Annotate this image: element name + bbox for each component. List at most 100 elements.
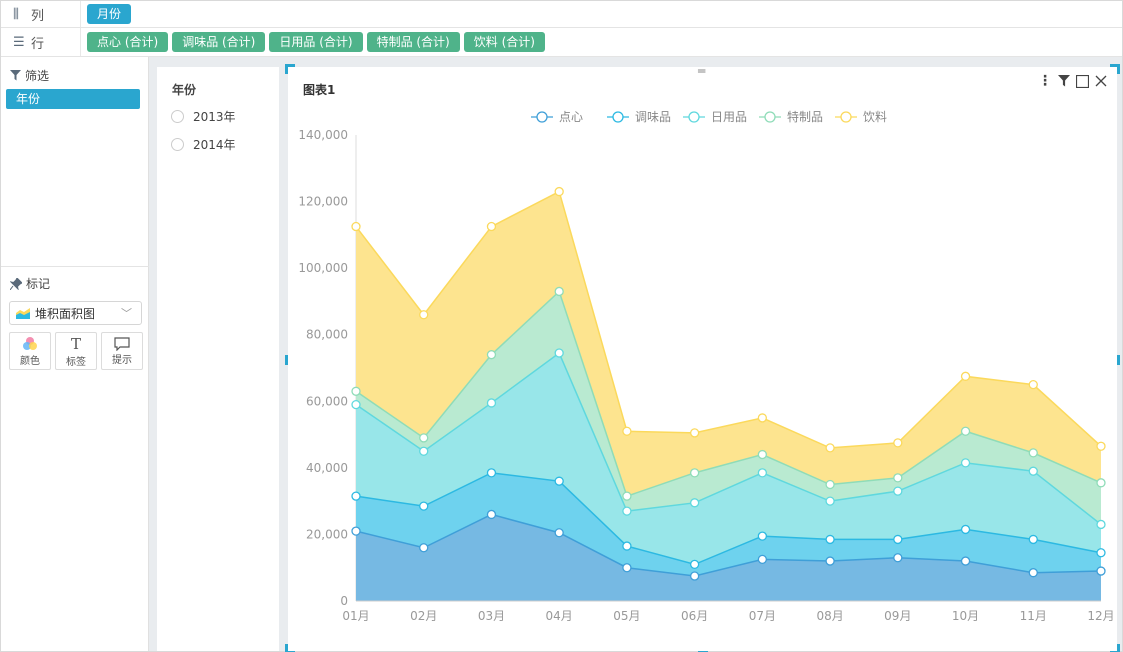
data-point-日用品 (1028, 466, 1038, 476)
data-point-调味品 (1096, 548, 1106, 558)
divider (1, 266, 149, 267)
data-point-调味品 (351, 491, 361, 501)
marks-title: 标记 (26, 277, 51, 291)
x-tick-label: 04月 (546, 609, 573, 623)
filter-field-year[interactable]: 年份 (6, 89, 140, 109)
data-point-日用品 (486, 398, 497, 408)
text-icon: T (70, 334, 81, 353)
year-option-2014[interactable]: 2014年 (171, 136, 236, 153)
resize-handle-right[interactable] (1117, 355, 1120, 365)
data-point-饮料 (622, 426, 632, 436)
data-point-日用品 (1096, 519, 1106, 530)
data-point-饮料 (554, 186, 564, 197)
data-point-点心 (825, 556, 835, 566)
maximize-icon[interactable] (1076, 74, 1089, 88)
x-tick-label: 05月 (613, 609, 640, 623)
label-mark-label: 标签 (66, 356, 86, 368)
filter-section-title: 筛选 (10, 67, 49, 84)
data-point-饮料 (1096, 441, 1106, 451)
data-point-调味品 (757, 531, 768, 541)
data-point-调味品 (825, 534, 835, 545)
y-tick-label: 140,000 (298, 128, 348, 142)
stacked-area-chart[interactable]: 0 20,000 40,000 60,000 80,000 100,000 120,000 1… (288, 67, 1117, 651)
data-point-点心 (622, 563, 632, 573)
legend-label: 点心 (559, 110, 583, 124)
data-point-特制品 (1096, 478, 1106, 488)
row-field-specialties[interactable]: 特制品 (合计) (366, 32, 460, 52)
area-饮料 (356, 191, 1101, 497)
area-日用品 (356, 353, 1101, 565)
data-point-特制品 (757, 449, 768, 460)
resize-handle-top-right[interactable] (1110, 64, 1120, 74)
data-point-特制品 (351, 386, 361, 396)
data-point-调味品 (689, 559, 700, 570)
data-point-日用品 (757, 468, 768, 478)
data-point-调味品 (893, 534, 903, 545)
legend-label: 饮料 (863, 110, 887, 124)
row-field-daily-goods[interactable]: 日用品 (合计) (269, 32, 363, 52)
y-tick-label: 40,000 (306, 461, 348, 475)
year-option-label: 2013年 (193, 110, 236, 124)
row-shelf-header: ☰ 行 (1, 28, 81, 56)
left-panel: 筛选 年份 标记 堆积面积图 ﹀ (1, 57, 149, 651)
resize-handle-left[interactable] (285, 355, 288, 365)
color-mark-button[interactable]: 颜色 (9, 332, 51, 370)
filter-icon (10, 70, 21, 81)
data-point-特制品 (554, 286, 564, 297)
row-shelf-label: 行 (31, 36, 45, 52)
chart-type-select[interactable]: 堆积面积图 ﹀ (9, 301, 142, 325)
column-field-month[interactable]: 月份 (87, 4, 132, 24)
data-point-日用品 (419, 446, 429, 456)
data-point-点心 (757, 554, 768, 565)
year-option-2013[interactable]: 2013年 (171, 108, 236, 125)
close-icon[interactable] (1095, 75, 1107, 87)
x-tick-label: 12月 (1087, 609, 1114, 623)
chart-card: ═ 图表1 ⋮ 0 20,000 40,000 60,000 80,000 100,000… (285, 64, 1120, 652)
workspace: 筛选 年份 标记 堆积面积图 ﹀ (1, 57, 1122, 652)
x-tick-label: 07月 (749, 609, 776, 623)
radio-button[interactable] (171, 110, 184, 123)
data-point-特制品 (893, 473, 903, 483)
tooltip-mark-button[interactable]: 提示 (101, 332, 143, 370)
data-point-特制品 (419, 433, 429, 443)
row-field-condiments[interactable]: 调味品 (合计) (172, 32, 266, 52)
y-tick-label: 80,000 (306, 328, 348, 342)
data-point-饮料 (893, 438, 903, 448)
row-field-beverages[interactable]: 饮料 (合计) (463, 32, 545, 52)
data-point-特制品 (689, 468, 700, 478)
speech-bubble-icon (114, 336, 130, 351)
row-shelf: ☰ 行 点心 (合计) 调味品 (合计) 日用品 (合计) 特制品 (合计) 饮… (1, 28, 1122, 57)
color-mark-label: 颜色 (20, 355, 40, 367)
legend-label: 调味品 (635, 110, 671, 124)
column-shelf: ⫼ 列 月份 (1, 1, 1122, 28)
data-point-调味品 (419, 501, 429, 511)
marks-section-title: 标记 (10, 275, 50, 292)
data-point-饮料 (825, 443, 835, 453)
x-tick-label: 10月 (952, 609, 979, 623)
legend-label: 日用品 (711, 110, 747, 124)
data-point-日用品 (825, 496, 835, 506)
resize-handle-top-left[interactable] (285, 64, 295, 74)
data-point-饮料 (960, 371, 971, 381)
drag-handle-icon[interactable]: ═ (698, 64, 706, 78)
more-options-icon[interactable]: ⋮ (1038, 73, 1052, 89)
series-line-点心 (355, 513, 1102, 577)
chart-type-value: 堆积面积图 (35, 306, 96, 321)
radio-button[interactable] (171, 138, 184, 151)
data-point-点心 (554, 528, 564, 538)
data-point-点心 (1028, 568, 1038, 578)
area-点心 (356, 514, 1101, 601)
tooltip-mark-label: 提示 (112, 354, 132, 366)
filter-icon[interactable] (1058, 75, 1070, 87)
legend-marker (764, 111, 776, 123)
legend-label: 特制品 (787, 109, 823, 124)
legend-marker (688, 111, 700, 123)
x-tick-label: 02月 (410, 609, 437, 623)
label-mark-button[interactable]: T 标签 (55, 332, 97, 370)
column-shelf-label: 列 (31, 8, 45, 24)
pin-icon (10, 277, 22, 290)
year-filter-title: 年份 (172, 83, 197, 97)
row-field-snacks[interactable]: 点心 (合计) (87, 32, 169, 52)
data-point-调味品 (960, 524, 971, 535)
